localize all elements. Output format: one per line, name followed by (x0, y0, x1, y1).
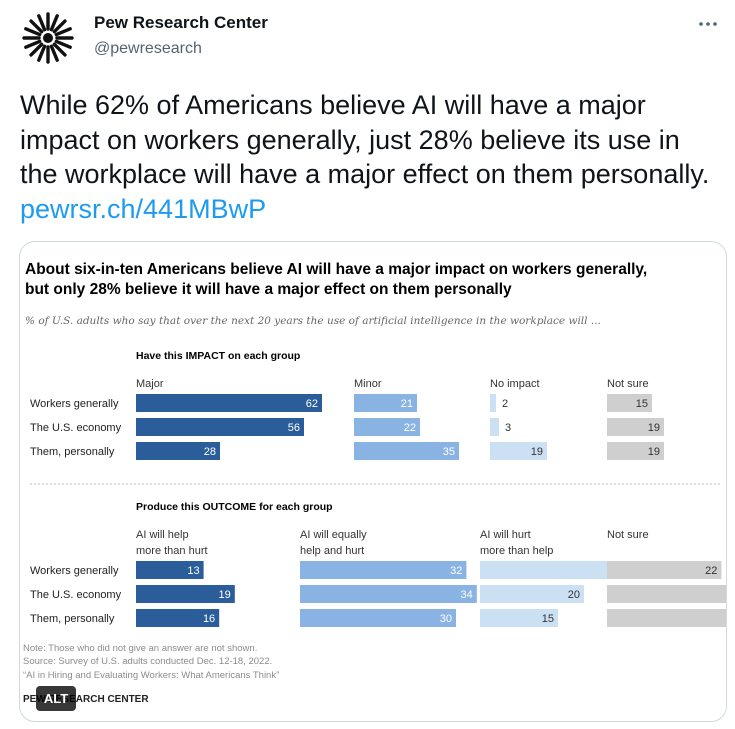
author-handle[interactable]: @pewresearch (94, 40, 202, 57)
row-label: The U.S. economy (30, 422, 122, 434)
chart-title-line1: About six-in-ten Americans believe AI wi… (25, 261, 647, 278)
avatar-ray (49, 44, 59, 62)
tweet-media-image[interactable]: About six-in-ten Americans believe AI wi… (19, 241, 727, 722)
bar-value-label: 21 (401, 398, 413, 410)
bar-value-label: 30 (440, 613, 452, 625)
bar-value-label: 19 (531, 446, 543, 458)
bar (607, 561, 722, 579)
bar-value-label: 56 (288, 422, 300, 434)
panel-heading: Have this IMPACT on each group (136, 350, 300, 362)
tweet-text: While 62% of Americans believe AI will h… (20, 88, 720, 226)
bar (607, 442, 664, 460)
tweet-link[interactable]: pewrsr.ch/441MBwP (20, 193, 267, 224)
more-options-icon[interactable] (696, 16, 720, 32)
series-label: No impact (490, 378, 540, 390)
series-label: help and hurt (300, 545, 364, 557)
panel-heading: Produce this OUTCOME for each group (136, 501, 333, 513)
bar (607, 585, 726, 603)
bar-value-label: 19 (648, 422, 660, 434)
bar (136, 442, 220, 460)
series-label: more than hurt (136, 545, 208, 557)
avatar-ray (37, 44, 47, 62)
bar (490, 418, 499, 436)
series-label: AI will equally (300, 529, 367, 541)
bar (136, 585, 235, 603)
chart-note: Note: Those who did not give an answer a… (23, 643, 257, 654)
bar-value-label: 35 (443, 446, 455, 458)
bar-value-label: 28 (204, 446, 216, 458)
avatar-ray (49, 14, 59, 32)
bar (607, 609, 726, 627)
series-label: Minor (354, 378, 382, 390)
tweet-header: Pew Research Center @pewresearch (20, 8, 720, 68)
avatar-ray (24, 27, 42, 37)
bar-value-label: 13 (187, 565, 199, 577)
bar (354, 418, 420, 436)
bar-value-label: 16 (203, 613, 215, 625)
bar (300, 585, 477, 603)
avatar-ray (54, 27, 72, 37)
bar (354, 442, 459, 460)
chart-subtitle: % of U.S. adults who say that over the n… (25, 315, 601, 327)
alt-text-badge[interactable]: ALT (36, 686, 76, 711)
bar (607, 418, 664, 436)
bar-value-label: 15 (542, 613, 554, 625)
bar (136, 418, 304, 436)
avatar-ray (52, 19, 67, 34)
series-label: Not sure (607, 529, 649, 541)
avatar[interactable] (20, 10, 76, 66)
bar (490, 442, 547, 460)
avatar-ray (54, 39, 72, 49)
tweet-body: While 62% of Americans believe AI will h… (20, 90, 710, 189)
avatar-ray (29, 19, 44, 34)
chart: About six-in-ten Americans believe AI wi… (23, 261, 726, 705)
bar-value-label: 20 (568, 589, 580, 601)
series-label: AI will help (136, 529, 189, 541)
series-label: AI will hurt (480, 529, 531, 541)
bar (136, 394, 322, 412)
bar (480, 585, 584, 603)
bar (300, 609, 456, 627)
series-label: Major (136, 378, 164, 390)
bar-value-label: 3 (505, 422, 511, 434)
bar-value-label: 32 (450, 565, 462, 577)
row-label: Workers generally (30, 398, 119, 410)
bar-value-label: 22 (705, 565, 717, 577)
avatar-ray (24, 39, 42, 49)
bar (136, 561, 204, 579)
avatar-ray (29, 42, 44, 57)
bar-value-label: 22 (404, 422, 416, 434)
bar (480, 609, 558, 627)
pew-brand-label: PEW RESEARCH CENTER (23, 694, 149, 705)
author-info: Pew Research Center @pewresearch (94, 12, 268, 60)
bar-value-label: 2 (502, 398, 508, 410)
bar (607, 394, 652, 412)
bar-value-label: 15 (636, 398, 648, 410)
bar-value-label: 34 (461, 589, 473, 601)
bar-value-label: 62 (306, 398, 318, 410)
avatar-ray (37, 14, 47, 32)
bar (480, 561, 647, 579)
series-label: Not sure (607, 378, 649, 390)
bar (490, 394, 496, 412)
row-label: Workers generally (30, 565, 119, 577)
row-label: Them, personally (30, 613, 115, 625)
bar-value-label: 19 (219, 589, 231, 601)
row-label: The U.S. economy (30, 589, 122, 601)
bar-value-label: 19 (648, 446, 660, 458)
author-name[interactable]: Pew Research Center (94, 13, 268, 32)
bar (300, 561, 467, 579)
chart-title-line2: but only 28% believe it will have a majo… (25, 281, 512, 298)
chart-source: Source: Survey of U.S. adults conducted … (23, 656, 272, 667)
series-label: more than help (480, 545, 553, 557)
bar (136, 609, 220, 627)
row-label: Them, personally (30, 446, 115, 458)
bar (354, 394, 417, 412)
avatar-ray (52, 42, 67, 57)
chart-report-title: “AI in Hiring and Evaluating Workers: Wh… (23, 670, 279, 681)
